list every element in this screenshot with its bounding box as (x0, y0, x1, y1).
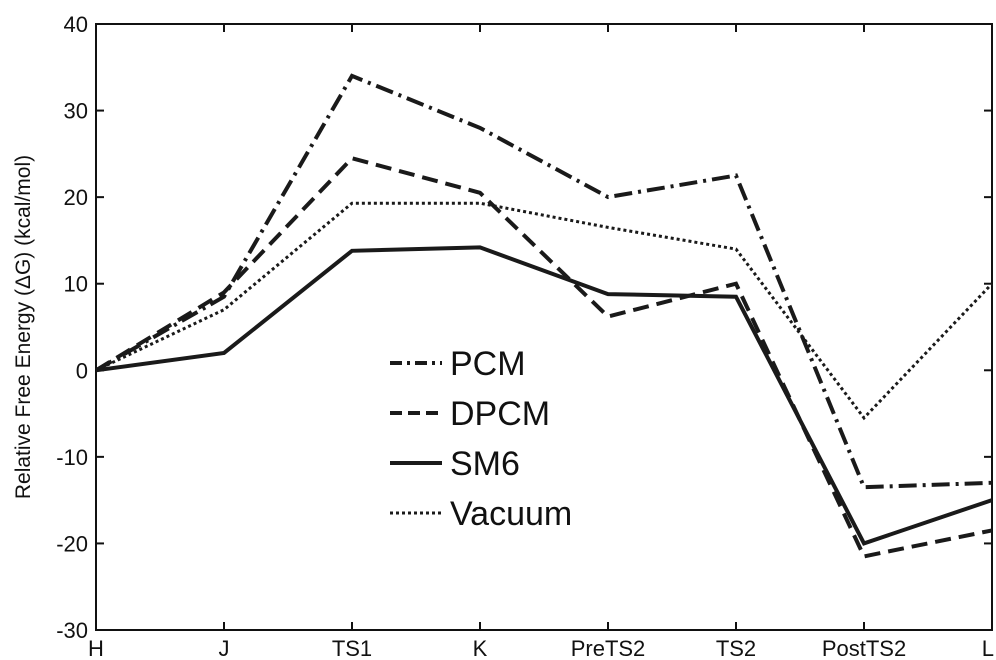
x-tick-label: PreTS2 (571, 636, 646, 660)
series-line-vacuum (95, 201, 994, 421)
y-tick-label: 30 (64, 99, 88, 124)
y-tick-label: 40 (64, 12, 88, 37)
series-line-dpcm (94, 155, 993, 559)
legend-label-dpcm: DPCM (450, 395, 550, 433)
x-tick-label: TS2 (716, 636, 756, 660)
series-group (94, 73, 994, 559)
x-tick-label: J (219, 636, 230, 660)
x-tick-label: H (88, 636, 104, 660)
y-tick-label: 10 (64, 272, 88, 297)
x-tick-label: L (982, 636, 994, 660)
legend-label-pcm: PCM (450, 345, 526, 383)
plot-area (95, 23, 993, 631)
legend-label-vacuum: Vacuum (450, 495, 572, 533)
series-line-sm6 (95, 245, 993, 546)
x-axis: H J TS1 K PreTS2 TS2 PostTS2 L (88, 24, 994, 660)
y-tick-label: -10 (56, 445, 88, 470)
x-tick-label: TS1 (332, 636, 372, 660)
y-tick-label: 20 (64, 185, 88, 210)
x-tick-label: PostTS2 (822, 636, 906, 660)
series-line-pcm (95, 73, 993, 490)
legend-label-sm6: SM6 (450, 445, 520, 483)
legend: PCM DPCM SM6 Vacuum (390, 345, 572, 533)
y-tick-label: -20 (56, 531, 88, 556)
x-tick-label: K (473, 636, 488, 660)
y-axis-label: Relative Free Energy (ΔG) (kcal/mol) (12, 155, 35, 499)
y-tick-label: 0 (76, 358, 88, 383)
y-tick-label: -30 (56, 618, 88, 643)
y-axis: -30 -20 -10 0 10 20 30 40 (56, 12, 992, 643)
